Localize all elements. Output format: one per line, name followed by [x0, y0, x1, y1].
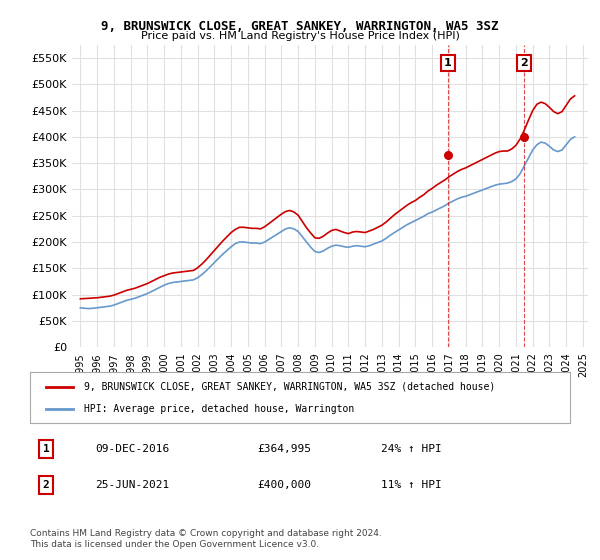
Text: Contains HM Land Registry data © Crown copyright and database right 2024.
This d: Contains HM Land Registry data © Crown c… — [30, 529, 382, 549]
Text: 09-DEC-2016: 09-DEC-2016 — [95, 444, 169, 454]
Text: £364,995: £364,995 — [257, 444, 311, 454]
Text: 2: 2 — [43, 480, 50, 490]
Text: 1: 1 — [43, 444, 50, 454]
Text: 9, BRUNSWICK CLOSE, GREAT SANKEY, WARRINGTON, WA5 3SZ: 9, BRUNSWICK CLOSE, GREAT SANKEY, WARRIN… — [101, 20, 499, 32]
Text: £400,000: £400,000 — [257, 480, 311, 490]
Point — [443, 151, 452, 160]
Text: Price paid vs. HM Land Registry's House Price Index (HPI): Price paid vs. HM Land Registry's House … — [140, 31, 460, 41]
Text: 25-JUN-2021: 25-JUN-2021 — [95, 480, 169, 490]
Text: 11% ↑ HPI: 11% ↑ HPI — [381, 480, 442, 490]
Text: 1: 1 — [444, 58, 452, 68]
Text: HPI: Average price, detached house, Warrington: HPI: Average price, detached house, Warr… — [84, 404, 354, 414]
Point — [519, 132, 529, 141]
Text: 2: 2 — [520, 58, 528, 68]
Text: 24% ↑ HPI: 24% ↑ HPI — [381, 444, 442, 454]
Text: 9, BRUNSWICK CLOSE, GREAT SANKEY, WARRINGTON, WA5 3SZ (detached house): 9, BRUNSWICK CLOSE, GREAT SANKEY, WARRIN… — [84, 381, 495, 391]
